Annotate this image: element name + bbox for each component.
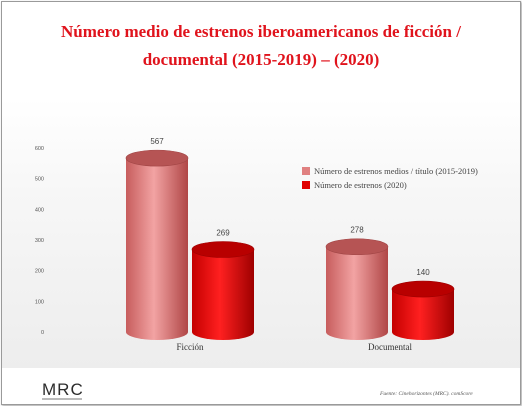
logo-underline (42, 398, 82, 400)
legend-item-series-2: Número de estrenos (2020) (302, 178, 478, 192)
mrc-logo: MRC (42, 380, 84, 399)
data-label: 278 (350, 226, 364, 235)
data-label: 567 (150, 137, 164, 146)
bar-top-ficción-series-1 (125, 149, 189, 167)
source-note: Fuente: Cinehorizontes (MRC). comScore (380, 391, 473, 397)
bar-documental-series-1 (326, 246, 388, 340)
legend: Número de estrenos medios / título (2015… (302, 164, 478, 192)
y-tick-label: 300 (35, 238, 44, 244)
y-axis: 0 100 200 300 400 500 600 (35, 146, 44, 336)
bar-ficción-series-1 (126, 158, 188, 340)
y-tick-label: 100 (35, 299, 44, 305)
bar-top-documental-series-2 (391, 280, 455, 298)
y-tick-label: 400 (35, 207, 44, 213)
chart-title: Número medio de estrenos iberoamericanos… (2, 18, 520, 74)
x-axis: Ficción Documental (177, 342, 413, 352)
data-labels: 567 269 278 140 (150, 137, 430, 277)
bar-top-ficción-series-2 (191, 241, 255, 258)
legend-item-series-1: Número de estrenos medios / título (2015… (302, 164, 478, 178)
title-line-1: Número medio de estrenos iberoamericanos… (61, 22, 461, 41)
bar-documental-series-2 (392, 289, 454, 340)
title-line-2: documental (2015-2019) – (2020) (142, 50, 380, 69)
category-label: Ficción (177, 342, 204, 352)
legend-label-series-2: Número de estrenos (2020) (314, 180, 407, 190)
y-tick-label: 200 (35, 269, 44, 275)
y-tick-label: 600 (35, 146, 44, 152)
bars (125, 149, 455, 340)
legend-swatch-series-2 (302, 181, 310, 189)
category-label: Documental (368, 342, 412, 352)
y-tick-label: 500 (35, 177, 44, 183)
legend-swatch-series-1 (302, 167, 310, 175)
bar-ficción-series-2 (192, 249, 254, 340)
data-label: 269 (216, 229, 230, 238)
data-label: 140 (416, 268, 430, 277)
legend-label-series-1: Número de estrenos medios / título (2015… (314, 166, 478, 176)
bar-top-documental-series-1 (325, 238, 389, 256)
y-tick-label: 0 (41, 330, 44, 336)
